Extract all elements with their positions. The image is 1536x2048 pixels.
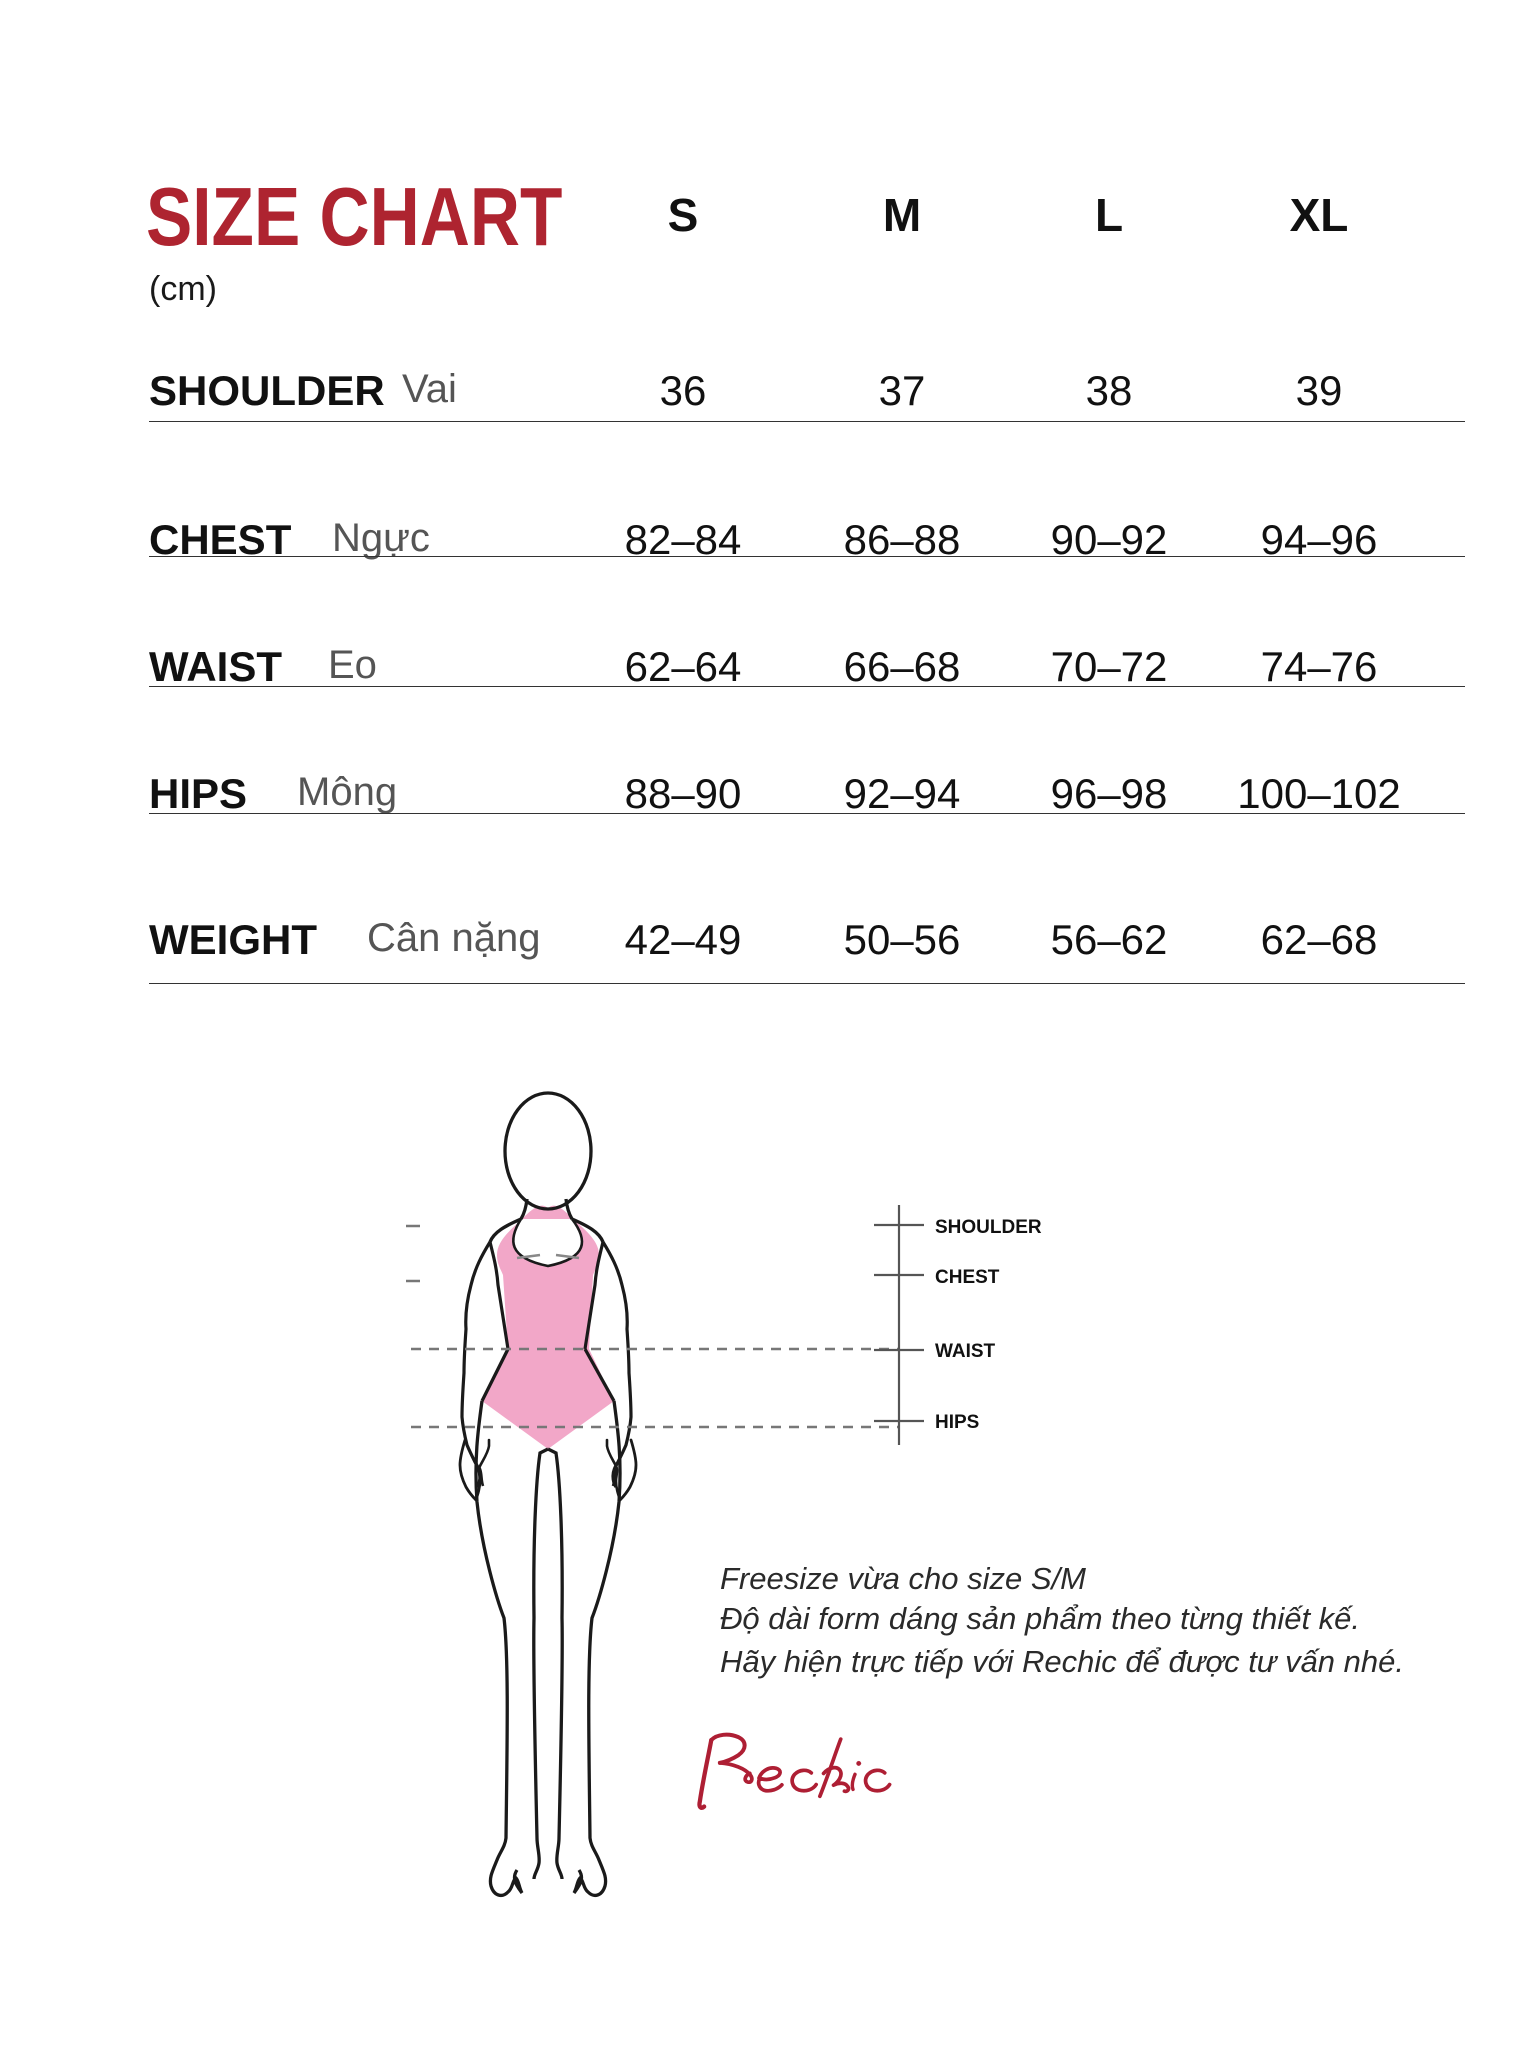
svg-text:WAIST: WAIST [935,1341,996,1362]
svg-text:SHOULDER: SHOULDER [935,1217,1042,1238]
svg-text:CHEST: CHEST [935,1267,1000,1288]
svg-text:HIPS: HIPS [935,1412,979,1433]
